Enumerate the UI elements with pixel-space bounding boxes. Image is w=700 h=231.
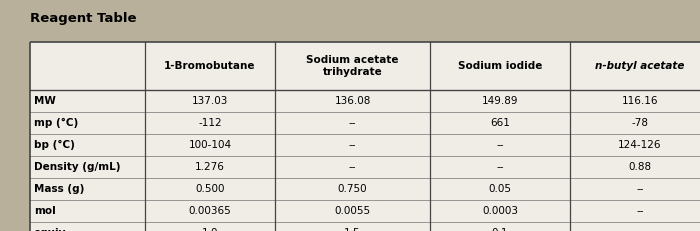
- Text: MW: MW: [34, 96, 56, 106]
- Bar: [30, 42, 700, 231]
- Text: 100-104: 100-104: [188, 140, 232, 150]
- Text: 0.500: 0.500: [195, 184, 225, 194]
- Text: 0.88: 0.88: [629, 162, 652, 172]
- Text: Reagent Table: Reagent Table: [30, 12, 137, 25]
- Text: 1.0: 1.0: [202, 228, 218, 231]
- Text: 1.5: 1.5: [344, 228, 360, 231]
- Text: --: --: [496, 162, 504, 172]
- Text: 0.750: 0.750: [337, 184, 368, 194]
- Text: 149.89: 149.89: [482, 96, 518, 106]
- Text: 0.00365: 0.00365: [188, 206, 232, 216]
- Text: --: --: [636, 206, 644, 216]
- Text: 1-Bromobutane: 1-Bromobutane: [164, 61, 256, 71]
- Text: --: --: [636, 184, 644, 194]
- Text: 661: 661: [490, 118, 510, 128]
- Text: equiv: equiv: [34, 228, 66, 231]
- Text: --: --: [496, 140, 504, 150]
- Text: --: --: [349, 162, 356, 172]
- Text: Density (g/mL): Density (g/mL): [34, 162, 120, 172]
- Text: 0.0055: 0.0055: [335, 206, 370, 216]
- Text: 124-126: 124-126: [618, 140, 662, 150]
- Text: n-butyl acetate: n-butyl acetate: [595, 61, 685, 71]
- Text: 0.0003: 0.0003: [482, 206, 518, 216]
- Text: --: --: [636, 228, 644, 231]
- Text: -112: -112: [198, 118, 222, 128]
- Text: mol: mol: [34, 206, 56, 216]
- Text: Mass (g): Mass (g): [34, 184, 85, 194]
- Text: mp (°C): mp (°C): [34, 118, 78, 128]
- Text: 1.276: 1.276: [195, 162, 225, 172]
- Bar: [30, 42, 700, 231]
- Text: -78: -78: [631, 118, 648, 128]
- Text: Sodium iodide: Sodium iodide: [458, 61, 542, 71]
- Text: 0.1: 0.1: [491, 228, 508, 231]
- Text: 0.05: 0.05: [489, 184, 512, 194]
- Text: bp (°C): bp (°C): [34, 140, 75, 150]
- Text: --: --: [349, 118, 356, 128]
- Text: Sodium acetate
trihydrate: Sodium acetate trihydrate: [307, 55, 399, 77]
- Text: --: --: [349, 140, 356, 150]
- Text: 136.08: 136.08: [335, 96, 371, 106]
- Text: 116.16: 116.16: [622, 96, 658, 106]
- Text: 137.03: 137.03: [192, 96, 228, 106]
